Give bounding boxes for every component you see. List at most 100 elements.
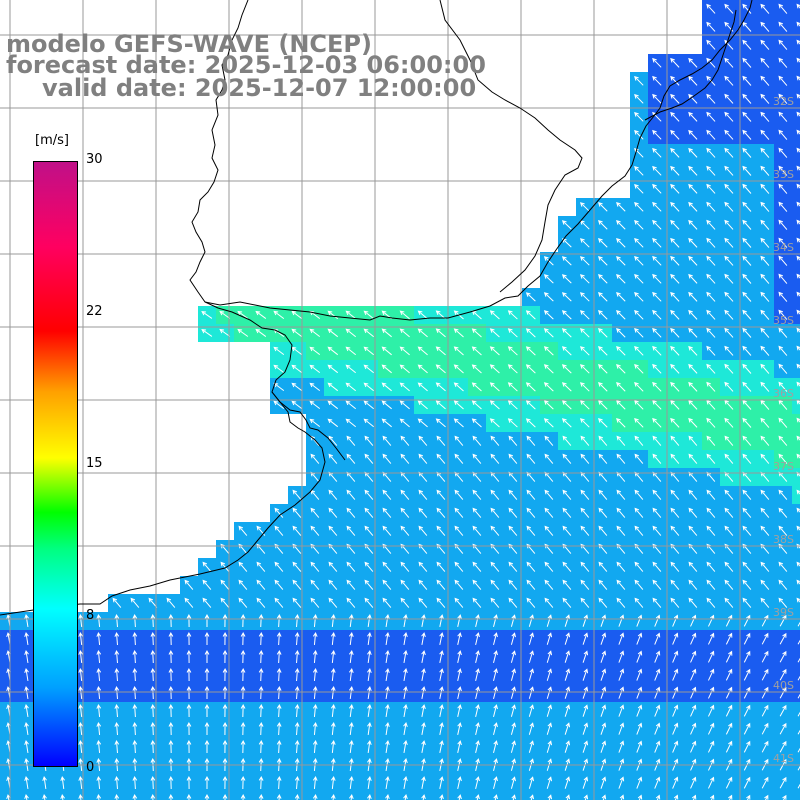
wind-arrow [327,418,339,428]
wind-arrow [258,649,264,664]
wind-arrow [779,650,787,663]
wind-arrow [528,722,535,735]
wind-arrow [400,561,410,572]
wind-arrow [724,561,734,572]
wind-arrow [672,686,679,699]
wind-arrow [688,273,698,284]
wind-arrow [760,255,770,266]
wind-arrow [688,147,698,158]
wind-arrow [654,614,661,627]
wind-arrow [688,165,698,176]
wind-arrow [616,201,626,212]
wind-arrow [204,649,210,664]
wind-arrow [634,273,644,284]
wind-arrow [328,489,338,500]
wind-arrow [367,722,372,736]
wind-arrow [724,579,734,590]
wind-arrow [330,739,336,754]
wind-arrow [385,776,390,790]
wind-arrow [742,147,752,158]
wind-arrow [544,579,554,590]
wind-arrow [598,579,608,590]
wind-arrow [670,453,680,464]
wind-arrow [579,292,590,302]
wind-arrow [222,721,228,736]
wind-arrow [382,597,392,608]
wind-arrow [652,435,662,446]
wind-arrow [385,686,390,700]
wind-arrow [292,561,302,572]
wind-arrow [24,794,29,800]
wind-arrow [525,310,536,320]
wind-arrow [204,721,210,736]
wind-arrow [619,794,625,800]
wind-arrow [706,579,716,590]
wind-arrow [742,93,752,104]
wind-arrow [78,686,84,700]
wind-arrow [490,489,500,500]
wind-arrow [471,364,482,374]
wind-arrow [690,704,697,717]
colorbar [33,161,78,767]
wind-arrow [310,597,320,608]
wind-arrow [240,739,246,754]
wind-arrow [652,147,662,158]
wind-arrow [78,776,84,790]
wind-arrow [525,328,536,338]
wind-arrow [582,614,589,627]
field-cell [558,792,576,800]
wind-arrow [561,238,572,248]
wind-arrow [760,597,770,608]
wind-arrow [472,525,482,536]
field-cell [720,792,738,800]
wind-arrow [634,435,644,446]
wind-arrow [546,614,553,627]
wind-arrow [601,794,607,800]
wind-arrow [436,453,446,464]
wind-arrow [778,3,788,14]
wind-arrow [525,346,536,356]
field-cell [792,720,800,738]
wind-arrow [112,597,122,608]
wind-arrow [688,597,698,608]
wind-arrow [600,650,607,663]
wind-arrow [508,579,518,590]
wind-arrow [418,597,428,608]
wind-arrow [760,165,770,176]
field-cell [792,774,800,792]
wind-arrow [652,561,662,572]
wind-arrow [670,147,680,158]
wind-arrow [616,219,626,230]
field-cell [792,198,800,216]
wind-arrow [561,220,572,230]
forecast-date: forecast date: 2025-12-03 06:00:00 [6,51,486,79]
wind-arrow [345,418,357,428]
wind-arrow [508,561,518,572]
wind-arrow [634,237,644,248]
wind-arrow [256,579,266,590]
wind-arrow [312,703,318,718]
wind-arrow [276,703,282,718]
wind-arrow [778,201,788,212]
wind-arrow [475,704,480,717]
wind-arrow [255,310,267,319]
wind-arrow [564,668,571,681]
wind-arrow [439,740,444,753]
wind-arrow [327,400,339,410]
wind-arrow [543,418,554,428]
wind-arrow [186,739,192,754]
wind-arrow [708,686,715,699]
wind-arrow [616,237,626,248]
wind-arrow [96,739,102,754]
wind-arrow [403,614,408,627]
wind-arrow [132,613,138,628]
wind-arrow [364,489,374,500]
wind-arrow [96,631,102,646]
wind-arrow [363,364,374,374]
wind-arrow [600,740,607,753]
wind-arrow [672,614,679,627]
wind-arrow [760,111,770,122]
wind-arrow [328,561,338,572]
wind-arrow [184,579,194,590]
wind-arrow [493,740,498,753]
